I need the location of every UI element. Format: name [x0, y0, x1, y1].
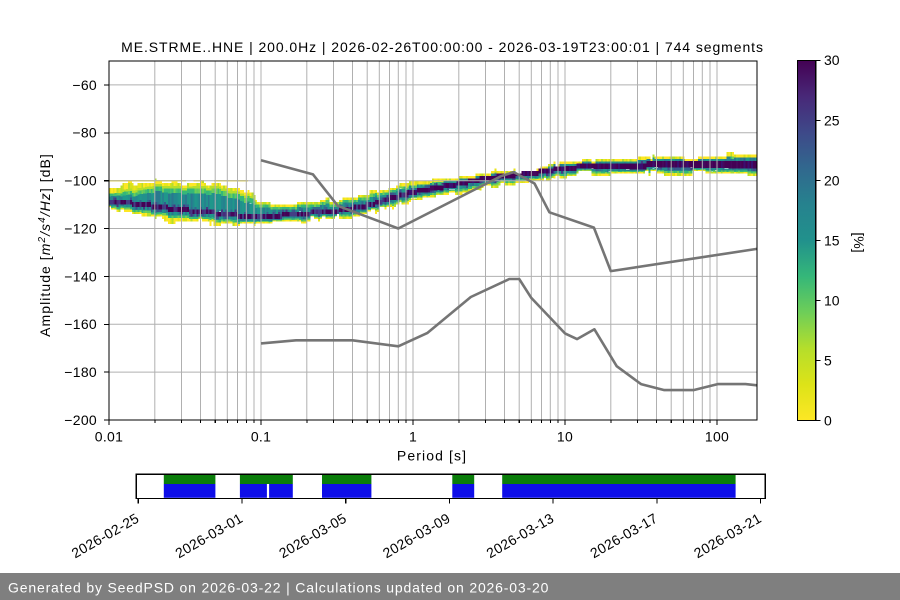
- svg-text:0.1: 0.1: [251, 429, 271, 445]
- svg-text:[%]: [%]: [851, 232, 867, 252]
- svg-text:5: 5: [824, 352, 832, 368]
- svg-text:−60: −60: [72, 77, 97, 93]
- svg-text:−120: −120: [64, 220, 97, 236]
- svg-text:10: 10: [557, 429, 573, 445]
- svg-text:0: 0: [824, 413, 832, 429]
- svg-text:−200: −200: [64, 412, 97, 428]
- svg-text:−160: −160: [64, 316, 97, 332]
- svg-text:30: 30: [824, 52, 840, 68]
- svg-text:−140: −140: [64, 268, 97, 284]
- svg-text:−100: −100: [64, 173, 97, 189]
- svg-text:25: 25: [824, 112, 840, 128]
- svg-text:ME.STRME..HNE | 200.0Hz | 2026: ME.STRME..HNE | 200.0Hz | 2026-02-26T00:…: [121, 39, 764, 55]
- svg-text:0.01: 0.01: [95, 429, 123, 445]
- svg-text:−180: −180: [64, 364, 97, 380]
- svg-text:20: 20: [824, 172, 840, 188]
- svg-text:Generated by SeedPSD on 2026-0: Generated by SeedPSD on 2026-03-22 | Cal…: [8, 579, 549, 595]
- svg-text:1: 1: [409, 429, 417, 445]
- svg-text:−80: −80: [72, 125, 97, 141]
- svg-text:Amplitude [m2/s4/Hz] [dB]: Amplitude [m2/s4/Hz] [dB]: [37, 153, 53, 337]
- svg-text:15: 15: [824, 232, 840, 248]
- svg-text:10: 10: [824, 292, 840, 308]
- svg-text:Period [s]: Period [s]: [397, 447, 467, 463]
- svg-text:100: 100: [705, 429, 729, 445]
